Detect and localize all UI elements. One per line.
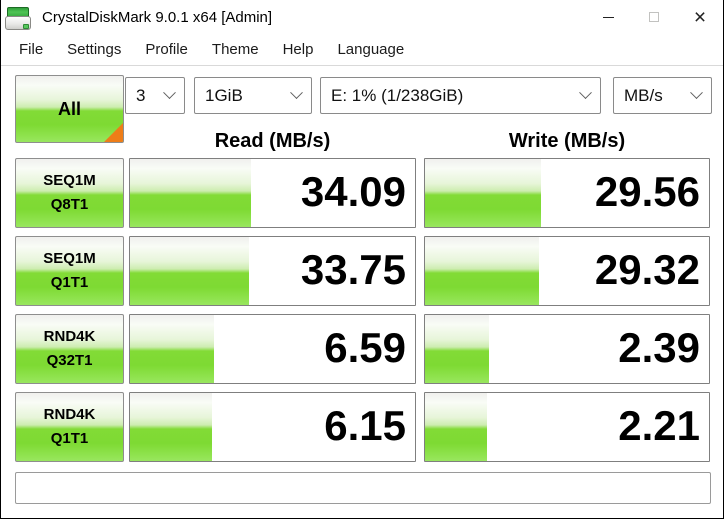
test-label-line1: SEQ1M (43, 172, 96, 189)
target-drive-select[interactable]: E: 1% (1/238GiB) (320, 77, 601, 114)
maximize-button[interactable] (631, 0, 677, 34)
write-result-value: 2.39 (618, 324, 700, 371)
read-result-value: 34.09 (300, 168, 406, 215)
maximize-icon (649, 12, 659, 22)
read-result-value: 6.59 (324, 324, 406, 371)
test-button-seq1m-q1t1[interactable]: SEQ1M Q1T1 (15, 236, 124, 306)
close-button[interactable]: × (677, 0, 723, 34)
write-result-cell: 2.39 (424, 314, 710, 384)
test-label-line1: RND4K (43, 406, 96, 423)
read-result-value: 6.15 (324, 402, 406, 449)
menu-language[interactable]: Language (337, 41, 405, 58)
result-bar (425, 315, 489, 383)
result-bar (130, 237, 250, 305)
run-all-button[interactable]: All (15, 75, 124, 143)
write-result-cell: 2.21 (424, 392, 710, 462)
test-button-rnd4k-q1t1[interactable]: RND4K Q1T1 (15, 392, 124, 462)
unit-select[interactable]: MB/s (613, 77, 712, 114)
read-result-value: 33.75 (300, 246, 406, 293)
test-count-select[interactable]: 3 (125, 77, 185, 114)
minimize-icon (602, 16, 614, 18)
target-drive-value: E: 1% (1/238GiB) (331, 85, 464, 105)
test-button-seq1m-q8t1[interactable]: SEQ1M Q8T1 (15, 158, 124, 228)
result-bar (130, 159, 252, 227)
app-icon (5, 5, 32, 32)
test-label-line2: Q1T1 (50, 430, 89, 447)
chevron-down-icon (163, 86, 176, 100)
menu-help[interactable]: Help (282, 41, 314, 58)
menu-file[interactable]: File (19, 41, 44, 58)
profile-corner-marker (104, 123, 123, 142)
disk-led-icon (23, 23, 29, 29)
result-bar (130, 315, 215, 383)
menu-profile[interactable]: Profile (145, 41, 188, 58)
title-bar: CrystalDiskMark 9.0.1 x64 [Admin] × (1, 0, 723, 34)
run-all-label: All (57, 98, 81, 119)
result-bar (425, 159, 542, 227)
test-count-value: 3 (136, 85, 146, 105)
read-result-cell: 34.09 (129, 158, 416, 228)
close-icon: × (693, 5, 707, 29)
window-controls: × (585, 0, 723, 34)
write-result-value: 29.56 (594, 168, 700, 215)
unit-value: MB/s (624, 85, 663, 105)
read-result-cell: 33.75 (129, 236, 416, 306)
write-result-cell: 29.32 (424, 236, 710, 306)
result-bar (130, 393, 213, 461)
result-bar (425, 393, 488, 461)
write-column-header: Write (MB/s) (508, 129, 626, 152)
result-bar (425, 237, 540, 305)
menu-bar: File Settings Profile Theme Help Languag… (1, 34, 723, 66)
write-result-cell: 29.56 (424, 158, 710, 228)
write-result-value: 2.21 (618, 402, 700, 449)
menu-theme[interactable]: Theme (211, 41, 259, 58)
write-result-value: 29.32 (594, 246, 700, 293)
test-label-line2: Q8T1 (50, 196, 89, 213)
chevron-down-icon (290, 86, 303, 100)
test-label-line1: RND4K (43, 328, 96, 345)
window-title: CrystalDiskMark 9.0.1 x64 [Admin] (42, 8, 273, 26)
test-size-value: 1GiB (205, 85, 243, 105)
test-label-line1: SEQ1M (43, 250, 96, 267)
test-button-rnd4k-q32t1[interactable]: RND4K Q32T1 (15, 314, 124, 384)
read-result-cell: 6.15 (129, 392, 416, 462)
test-label-line2: Q32T1 (46, 352, 93, 369)
comment-textbox[interactable] (15, 472, 711, 504)
chevron-down-icon (579, 86, 592, 100)
test-label-line2: Q1T1 (50, 274, 89, 291)
test-size-select[interactable]: 1GiB (194, 77, 312, 114)
menu-settings[interactable]: Settings (67, 41, 122, 58)
chevron-down-icon (690, 86, 703, 100)
minimize-button[interactable] (585, 0, 631, 34)
read-column-header: Read (MB/s) (214, 129, 331, 152)
read-result-cell: 6.59 (129, 314, 416, 384)
